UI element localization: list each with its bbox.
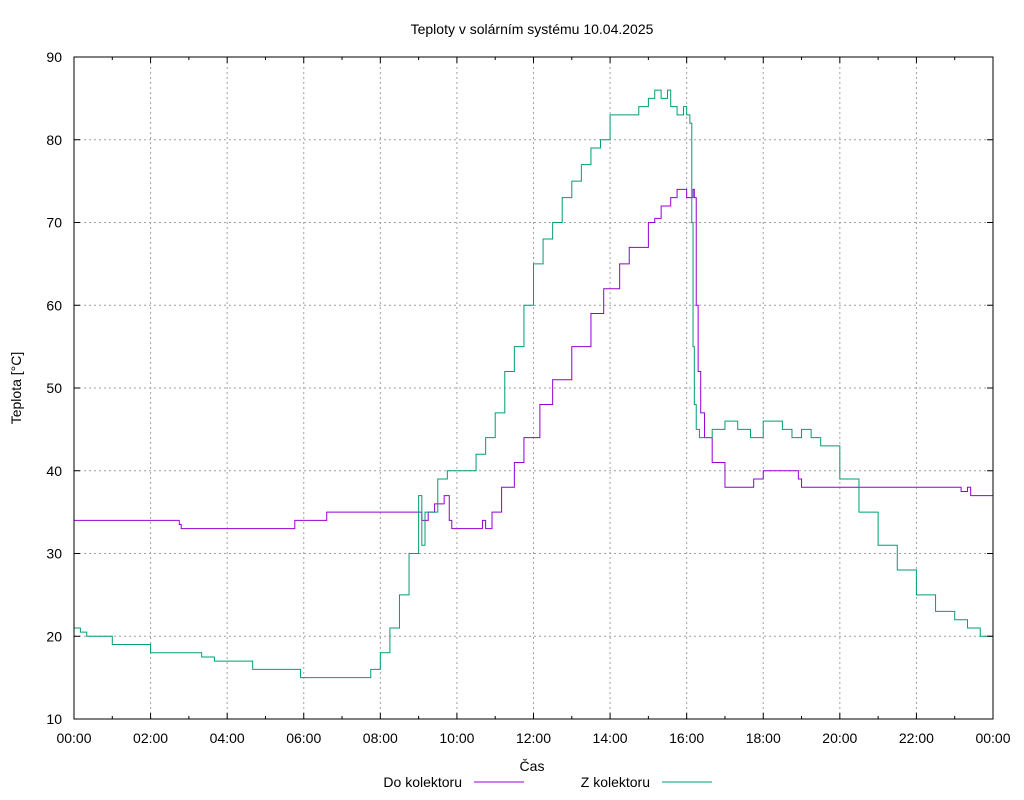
y-tick-label: 20 xyxy=(46,628,62,644)
chart-title: Teploty v solárním systému 10.04.2025 xyxy=(411,21,654,37)
x-tick-label: 08:00 xyxy=(363,730,398,746)
x-tick-label: 16:00 xyxy=(669,730,704,746)
x-axis-label: Čas xyxy=(520,758,545,774)
x-tick-label: 00:00 xyxy=(56,730,91,746)
axis-ticks xyxy=(73,56,994,720)
x-tick-label: 18:00 xyxy=(746,730,781,746)
y-tick-label: 90 xyxy=(46,49,62,65)
y-tick-label: 80 xyxy=(46,132,62,148)
y-tick-label: 60 xyxy=(46,297,62,313)
y-axis-tick-labels: 10 20 30 40 50 60 70 80 90 xyxy=(46,49,62,727)
x-tick-label: 02:00 xyxy=(133,730,168,746)
y-tick-label: 70 xyxy=(46,215,62,231)
x-tick-label: 10:00 xyxy=(439,730,474,746)
legend: Do kolektoru Z kolektoru xyxy=(383,774,712,790)
legend-label-z-kolektoru: Z kolektoru xyxy=(581,774,650,790)
y-tick-label: 10 xyxy=(46,711,62,727)
x-tick-label: 06:00 xyxy=(286,730,321,746)
x-tick-label: 00:00 xyxy=(975,730,1010,746)
x-axis-tick-labels: 00:00 02:00 04:00 06:00 08:00 10:00 12:00 14:00… xyxy=(56,730,1010,746)
series-line-z-kolektoru xyxy=(74,89,994,679)
y-tick-label: 30 xyxy=(46,546,62,562)
series-line-do-kolektoru xyxy=(74,188,993,530)
x-tick-label: 04:00 xyxy=(210,730,245,746)
legend-label-do-kolektoru: Do kolektoru xyxy=(383,774,462,790)
y-axis-label: Teplota [°C] xyxy=(8,352,24,425)
plot-area xyxy=(74,89,994,679)
grid xyxy=(74,57,993,719)
x-tick-label: 12:00 xyxy=(516,730,551,746)
x-tick-label: 14:00 xyxy=(593,730,628,746)
y-tick-label: 50 xyxy=(46,380,62,396)
x-tick-label: 22:00 xyxy=(899,730,934,746)
x-tick-label: 20:00 xyxy=(822,730,857,746)
y-tick-label: 40 xyxy=(46,463,62,479)
